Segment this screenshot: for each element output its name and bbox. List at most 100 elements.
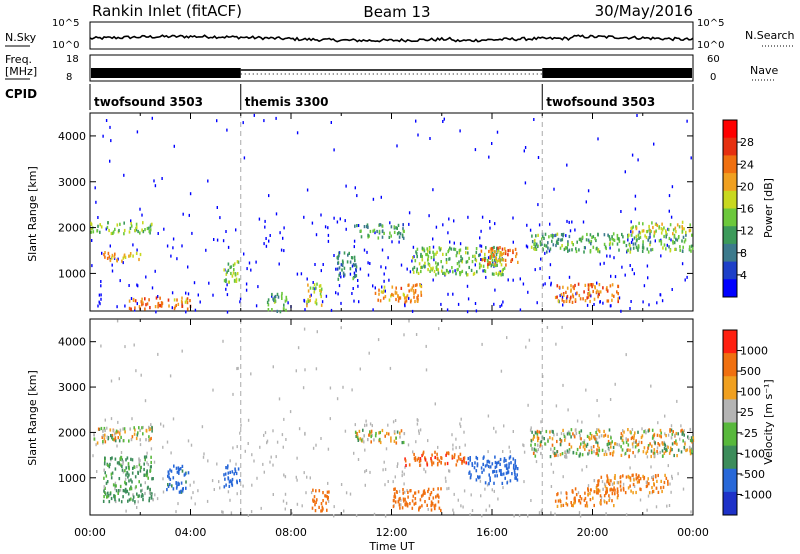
power-echo (296, 131, 299, 135)
power-echo (391, 285, 394, 289)
power-echo (181, 244, 183, 248)
velocity-echo (177, 466, 180, 470)
power-echo (474, 257, 477, 261)
power-echo (130, 297, 133, 300)
velocity-echo (682, 439, 684, 443)
power-echo (555, 241, 558, 245)
velocity-echo (671, 448, 673, 452)
power-echo (233, 279, 236, 283)
velocity-echo (610, 445, 612, 449)
velocity-echo (414, 497, 417, 501)
power-echo (336, 220, 339, 224)
velocity-echo (620, 436, 622, 440)
power-echo (157, 232, 159, 235)
velocity-echo (437, 487, 439, 491)
velocity-echo (494, 460, 497, 465)
cpid-segment-label: themis 3300 (245, 95, 329, 109)
power-echo (500, 273, 502, 277)
power-echo (338, 266, 341, 270)
velocity-echo (124, 345, 126, 349)
velocity-echo (395, 436, 397, 440)
power-echo (435, 267, 438, 271)
velocity-echo (399, 431, 401, 435)
velocity-echo (224, 477, 226, 481)
velocity-echo (674, 433, 676, 437)
velocity-echo (387, 432, 390, 436)
velocity-echo (568, 448, 571, 452)
power-echo (457, 267, 459, 272)
velocity-echo (426, 503, 428, 507)
velocity-echo (561, 452, 564, 456)
velocity-echo (483, 455, 485, 459)
velocity-echo (489, 476, 491, 480)
velocity-echo (514, 476, 517, 480)
power-echo (653, 230, 656, 234)
power-echo (675, 247, 677, 251)
power-echo (449, 246, 451, 250)
velocity-echo (448, 486, 450, 490)
velocity-echo (142, 498, 144, 502)
velocity-echo (632, 451, 634, 455)
velocity-echo (138, 460, 141, 464)
power-echo (646, 229, 649, 234)
velocity-echo (606, 474, 608, 478)
power-echo (578, 248, 580, 252)
velocity-echo (550, 447, 552, 451)
power-echo (515, 254, 517, 259)
velocity-echo (394, 500, 397, 504)
power-echo (491, 142, 493, 145)
power-echo (586, 303, 589, 307)
velocity-echo (647, 477, 649, 481)
power-echo (651, 221, 653, 225)
velocity-echo (651, 436, 654, 440)
velocity-echo (667, 479, 669, 483)
velocity-echo (170, 469, 173, 473)
velocity-echo (398, 503, 401, 507)
power-echo (378, 288, 380, 292)
velocity-echo (227, 490, 230, 494)
power-echo (242, 121, 244, 125)
velocity-echo (229, 459, 231, 463)
velocity-echo (671, 432, 674, 436)
velocity-echo (104, 491, 106, 495)
power-echo (482, 257, 485, 261)
velocity-echo (128, 467, 130, 471)
velocity-echo (689, 452, 692, 456)
velocity-echo (446, 451, 448, 455)
nsky-tick-top: 10^5 (52, 18, 79, 29)
power-echo (535, 247, 538, 251)
velocity-echo (133, 343, 135, 347)
power-echo (668, 209, 670, 213)
velocity-echo (512, 457, 515, 461)
velocity-echo (305, 491, 307, 495)
velocity-echo (256, 476, 258, 480)
power-echo (395, 291, 398, 295)
power-echo (205, 248, 207, 252)
velocity-echo (665, 434, 667, 438)
velocity-echo (584, 443, 586, 447)
velocity-echo (496, 474, 498, 478)
velocity-echo (134, 500, 136, 504)
power-echo (543, 236, 545, 240)
velocity-echo (122, 439, 125, 443)
power-echo (311, 221, 314, 225)
velocity-echo (143, 473, 146, 477)
velocity-echo (664, 449, 667, 453)
power-echo (245, 282, 248, 286)
power-echo (111, 256, 113, 260)
velocity-echo (141, 488, 143, 492)
power-echo (635, 234, 638, 238)
power-echo (591, 235, 593, 239)
power-echo (537, 233, 539, 237)
power-echo (281, 296, 283, 300)
power-echo (583, 250, 585, 254)
power-echo (617, 284, 619, 288)
velocity-echo (202, 455, 205, 459)
velocity-echo (632, 445, 634, 449)
velocity-echo (247, 418, 250, 422)
velocity-echo (528, 338, 531, 342)
velocity-echo (687, 435, 689, 439)
power-echo (485, 246, 487, 250)
velocity-echo (362, 428, 364, 432)
power-echo (484, 258, 486, 263)
